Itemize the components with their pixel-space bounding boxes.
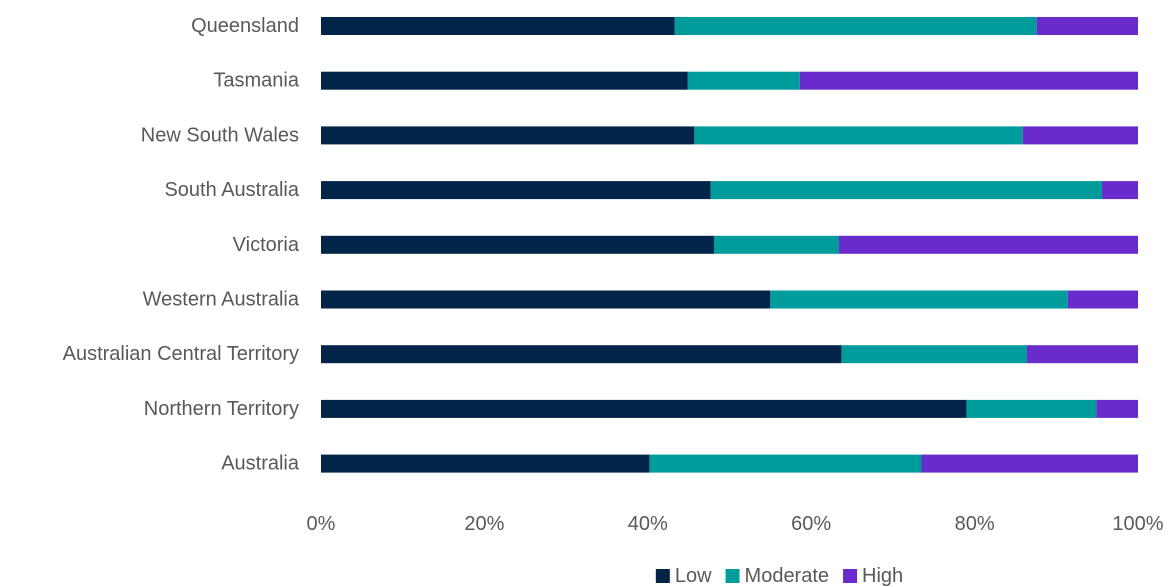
bar-tasmania-moderate (687, 71, 800, 90)
bar-new-south-wales-high (1022, 126, 1138, 145)
x-tick-label: 100% (1112, 513, 1163, 535)
legend-swatch-moderate (725, 569, 740, 583)
bar-australia-moderate (649, 454, 922, 473)
legend-label-moderate: Moderate (745, 565, 830, 587)
bar-western-australia-low (321, 290, 771, 309)
legend-swatch-low (655, 569, 670, 583)
category-label-australia: Australia (221, 453, 300, 475)
bar-northern-territory-high (1096, 399, 1138, 418)
bar-australia-low (321, 454, 650, 473)
x-tick-label: 40% (628, 513, 668, 535)
category-label-tasmania: Tasmania (213, 70, 299, 92)
category-label-australian-central-territory: Australian Central Territory (63, 343, 299, 365)
legend-swatch-high (843, 569, 858, 583)
bar-south-australia-high (1102, 181, 1138, 200)
legend-item-high: High (843, 565, 903, 587)
legend-item-moderate: Moderate (725, 565, 830, 587)
bar-victoria-high (838, 235, 1138, 254)
category-label-northern-territory: Northern Territory (144, 398, 299, 420)
category-labels: Queensland Tasmania New South Wales South A… (63, 15, 300, 475)
x-tick-label: 80% (955, 513, 995, 535)
bar-south-australia-low (321, 181, 711, 200)
category-label-western-australia: Western Australia (143, 289, 300, 311)
legend-label-low: Low (675, 565, 712, 587)
bar-western-australia-high (1067, 290, 1138, 309)
bar-australian-central-territory-high (1026, 345, 1138, 364)
bar-australian-central-territory-moderate (841, 345, 1027, 364)
category-label-new-south-wales: New South Wales (141, 124, 299, 146)
bar-tasmania-high (799, 71, 1138, 90)
bar-victoria-low (321, 235, 714, 254)
category-label-queensland: Queensland (191, 15, 299, 37)
bar-south-australia-moderate (710, 181, 1103, 200)
bar-australian-central-territory-low (321, 345, 842, 364)
bar-victoria-moderate (713, 235, 839, 254)
bar-tasmania-low (321, 71, 688, 90)
legend: Low Moderate High (655, 565, 903, 587)
bar-queensland-moderate (674, 17, 1037, 35)
legend-label-high: High (862, 565, 903, 587)
bar-northern-territory-low (321, 399, 967, 418)
legend-item-low: Low (655, 565, 712, 587)
bar-new-south-wales-low (321, 126, 695, 145)
bar-queensland-high (1036, 17, 1138, 35)
x-axis-ticks: 0% 20% 40% 60% 80% 100% (307, 513, 1164, 535)
x-tick-label: 20% (464, 513, 504, 535)
category-label-south-australia: South Australia (164, 179, 299, 201)
bar-queensland-low (321, 17, 675, 35)
bar-australia-high (921, 454, 1138, 473)
bar-new-south-wales-moderate (694, 126, 1023, 145)
category-label-victoria: Victoria (233, 234, 300, 256)
bar-northern-territory-moderate (966, 399, 1097, 418)
x-tick-label: 60% (791, 513, 831, 535)
bar-western-australia-moderate (770, 290, 1068, 309)
x-tick-label: 0% (307, 513, 336, 535)
bars-layer (321, 17, 1138, 473)
